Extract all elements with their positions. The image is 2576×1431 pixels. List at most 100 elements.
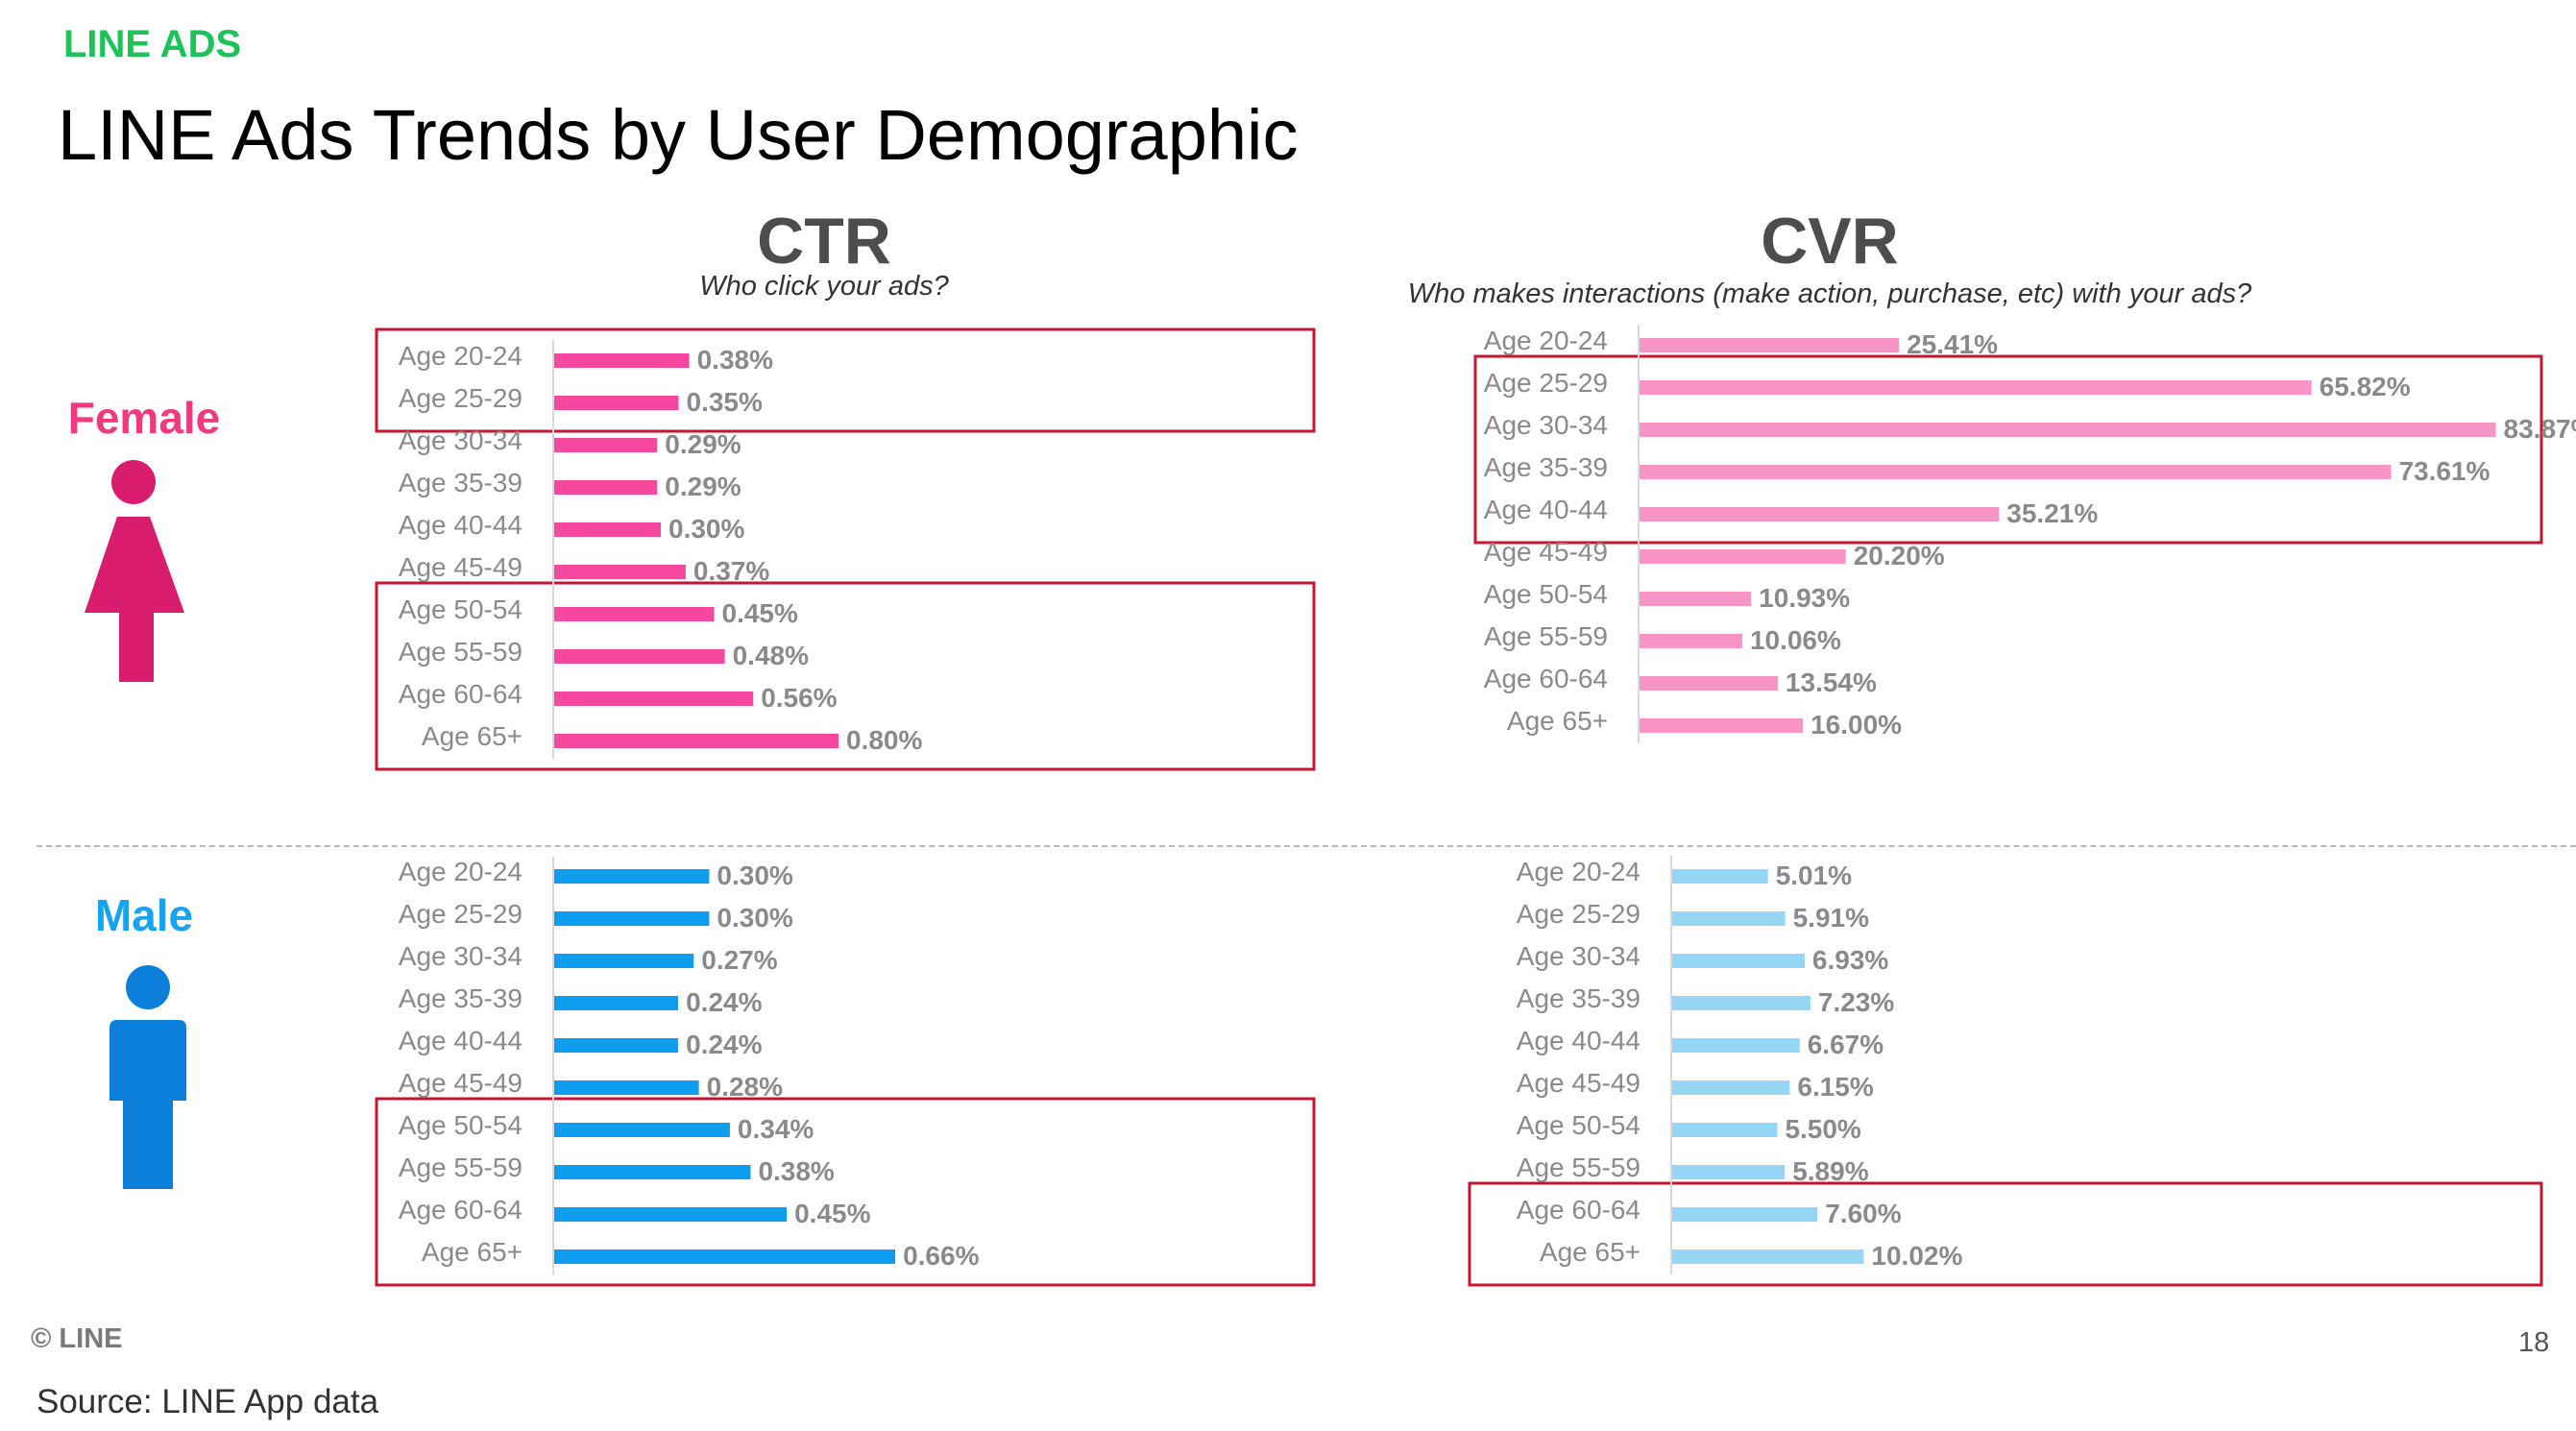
female-ctr-tick-label: Age 25-29 — [399, 383, 522, 413]
female-ctr-bar — [554, 396, 679, 410]
female-cvr-value-label: 10.93% — [1759, 583, 1850, 613]
female-cvr-tick-label: Age 45-49 — [1484, 537, 1608, 567]
male-cvr-value-label: 5.01% — [1776, 861, 1852, 890]
male-ctr-bar — [554, 1080, 699, 1095]
female-cvr-bar — [1640, 380, 2312, 395]
male-cvr-bar — [1672, 1038, 1800, 1053]
male-cvr-value-label: 6.15% — [1797, 1072, 1873, 1102]
female-ctr-value-label: 0.37% — [693, 556, 769, 586]
page-number: 18 — [2518, 1327, 2550, 1358]
female-ctr-value-label: 0.80% — [846, 725, 922, 755]
male-cvr-tick-label: Age 55-59 — [1517, 1152, 1640, 1182]
female-cvr-value-label: 83.87% — [2504, 414, 2576, 444]
male-ctr-bar — [554, 1123, 730, 1137]
female-ctr-value-label: 0.48% — [733, 641, 809, 670]
male-cvr-tick-label: Age 40-44 — [1517, 1026, 1640, 1055]
male-ctr-tick-label: Age 45-49 — [399, 1068, 522, 1098]
male-ctr-bar — [554, 1038, 679, 1053]
male-ctr-value-label: 0.38% — [758, 1156, 834, 1186]
female-cvr-tick-label: Age 50-54 — [1484, 579, 1608, 609]
source-note: Source: LINE App data — [36, 1383, 379, 1420]
female-ctr-bar — [554, 522, 661, 537]
female-ctr-value-label: 0.29% — [665, 472, 741, 501]
female-cvr-value-label: 13.54% — [1786, 667, 1877, 697]
female-ctr-tick-label: Age 40-44 — [399, 510, 522, 540]
female-ctr-tick-label: Age 55-59 — [399, 637, 522, 667]
male-cvr-bar — [1672, 1249, 1864, 1264]
male-cvr-tick-label: Age 25-29 — [1517, 899, 1640, 929]
female-cvr-bar — [1640, 592, 1752, 606]
male-label: Male — [94, 890, 194, 940]
female-cvr-value-label: 73.61% — [2398, 456, 2490, 486]
male-ctr-tick-label: Age 30-34 — [399, 941, 522, 971]
ctr-heading: CTR — [757, 205, 891, 278]
female-icon — [85, 460, 184, 682]
male-cvr-value-label: 5.50% — [1785, 1114, 1860, 1144]
male-ctr-bar — [554, 1165, 751, 1179]
ctr-subtitle: Who click your ads? — [699, 271, 949, 302]
male-cvr-value-label: 10.02% — [1871, 1241, 1962, 1271]
female-cvr-tick-label: Age 30-34 — [1484, 410, 1608, 440]
male-cvr-bar — [1672, 869, 1768, 884]
female-ctr-tick-label: Age 35-39 — [399, 468, 522, 497]
female-ctr-value-label: 0.56% — [761, 683, 837, 713]
male-ctr-value-label: 0.27% — [701, 945, 777, 975]
male-ctr-bar — [554, 869, 710, 884]
female-ctr-highlight-box — [375, 327, 1316, 433]
male-cvr-tick-label: Age 45-49 — [1517, 1068, 1640, 1098]
male-icon — [109, 965, 186, 1189]
female-cvr-bar — [1640, 549, 1846, 564]
female-cvr-tick-label: Age 35-39 — [1484, 452, 1608, 482]
female-ctr-tick-label: Age 30-34 — [399, 425, 522, 455]
female-ctr-tick-label: Age 60-64 — [399, 679, 522, 709]
female-cvr-value-label: 16.00% — [1810, 710, 1902, 740]
male-ctr-value-label: 0.34% — [738, 1114, 814, 1144]
female-cvr-bar — [1640, 718, 1804, 733]
male-ctr-value-label: 0.28% — [707, 1072, 783, 1102]
male-cvr-value-label: 6.93% — [1812, 945, 1888, 975]
section-divider — [36, 845, 2576, 847]
male-ctr-bar — [554, 1249, 896, 1264]
cvr-subtitle: Who makes interactions (make action, pur… — [1407, 279, 2252, 309]
page-title: LINE Ads Trends by User Demographic — [58, 95, 1299, 175]
female-ctr-tick-label: Age 45-49 — [399, 552, 522, 582]
male-ctr-value-label: 0.24% — [686, 1030, 762, 1059]
female-cvr-value-label: 20.20% — [1854, 541, 1945, 570]
female-ctr-bar — [554, 565, 686, 579]
male-ctr-bar — [554, 911, 710, 926]
male-cvr-value-label: 7.60% — [1825, 1199, 1901, 1228]
male-ctr-highlight-box — [375, 1097, 1316, 1287]
female-cvr-value-label: 25.41% — [1907, 329, 1998, 359]
cvr-heading: CVR — [1761, 205, 1899, 278]
female-ctr-value-label: 0.35% — [687, 387, 763, 417]
female-cvr-bar — [1640, 465, 2392, 479]
female-cvr-tick-label: Age 60-64 — [1484, 664, 1608, 693]
female-cvr-value-label: 65.82% — [2320, 372, 2411, 401]
female-cvr-bar — [1640, 507, 2000, 521]
female-cvr-chart: Age 20-24 25.41% Age 25-29 65.82% Age 30-34 8… — [1473, 325, 2576, 743]
female-cvr-bar — [1640, 634, 1742, 648]
female-cvr-bar — [1640, 423, 2496, 437]
male-cvr-bar — [1672, 911, 1786, 926]
male-cvr-value-label: 5.91% — [1793, 903, 1869, 933]
male-cvr-bar — [1672, 996, 1810, 1010]
male-cvr-highlight-box — [1468, 1181, 2543, 1287]
male-ctr-tick-label: Age 40-44 — [399, 1026, 522, 1055]
male-ctr-value-label: 0.24% — [686, 987, 762, 1017]
female-ctr-tick-label: Age 50-54 — [399, 594, 522, 624]
male-cvr-tick-label: Age 20-24 — [1517, 857, 1640, 886]
male-cvr-bar — [1672, 1080, 1790, 1095]
female-ctr-tick-label: Age 65+ — [422, 721, 522, 751]
male-ctr-value-label: 0.45% — [794, 1199, 870, 1228]
female-cvr-value-label: 35.21% — [2006, 498, 2098, 528]
female-cvr-highlight-box — [1473, 354, 2543, 545]
female-cvr-tick-label: Age 20-24 — [1484, 326, 1608, 355]
female-cvr-tick-label: Age 65+ — [1507, 706, 1608, 736]
male-ctr-chart: Age 20-24 0.30% Age 25-29 0.30% Age 30-34 0.2… — [375, 856, 1316, 1287]
male-cvr-tick-label: Age 65+ — [1540, 1237, 1640, 1267]
male-ctr-value-label: 0.66% — [903, 1241, 979, 1271]
male-cvr-chart: Age 20-24 5.01% Age 25-29 5.91% Age 30-34 6.9… — [1468, 856, 2543, 1287]
female-label: Female — [67, 393, 221, 443]
male-ctr-tick-label: Age 50-54 — [399, 1110, 522, 1140]
